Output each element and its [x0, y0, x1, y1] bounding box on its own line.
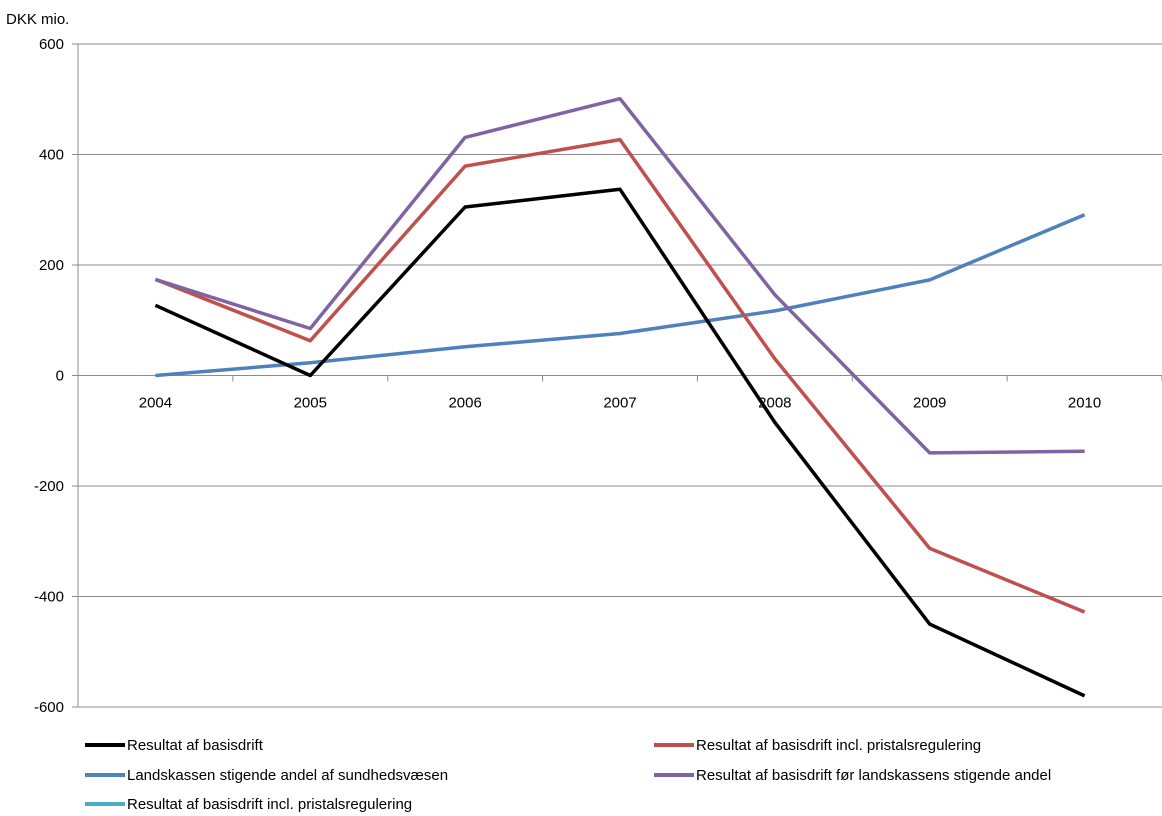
x-tick-label: 2009 [913, 395, 946, 412]
series-line [154, 137, 1086, 614]
y-tick-label: 200 [39, 257, 64, 274]
legend-entry: Resultat af basisdrift incl. pristalsreg… [85, 796, 412, 813]
y-tick-labels: 600 400 200 0 -200 -400 -600 [34, 36, 64, 716]
series-line [154, 187, 1086, 698]
x-tick-label: 2005 [294, 395, 327, 412]
series-line [154, 96, 1085, 455]
x-tick-label: 2007 [603, 395, 636, 412]
series-line [155, 213, 1086, 378]
legend-label: Resultat af basisdrift [127, 737, 264, 754]
legend-entry: Resultat af basisdrift før landskassens … [654, 767, 1051, 784]
legend-label: Resultat af basisdrift incl. pristalsreg… [127, 796, 412, 813]
x-tick-labels: 2004 2005 2006 2007 2008 2009 2010 [139, 395, 1102, 412]
gridlines [78, 43, 1162, 708]
y-tick-label: 0 [56, 368, 64, 385]
legend-entry: Resultat af basisdrift incl. pristalsreg… [654, 737, 981, 754]
legend-label: Resultat af basisdrift før landskassens … [696, 767, 1051, 784]
legend-label: Resultat af basisdrift incl. pristalsreg… [696, 737, 981, 754]
x-tick-label: 2010 [1068, 395, 1101, 412]
legend-label: Landskassen stigende andel af sundhedsvæ… [127, 767, 448, 784]
axes [72, 43, 1162, 708]
x-tick-label: 2006 [448, 395, 481, 412]
y-tick-label: 400 [39, 147, 64, 164]
y-tick-label: 600 [39, 36, 64, 53]
y-axis-unit-label: DKK mio. [6, 11, 69, 28]
y-tick-label: -400 [34, 589, 64, 606]
legend-entry: Resultat af basisdrift [85, 737, 264, 754]
y-tick-label: -200 [34, 478, 64, 495]
legend: Resultat af basisdrift Resultat af basisd… [85, 737, 1051, 813]
y-tick-label: -600 [34, 699, 64, 716]
legend-entry: Landskassen stigende andel af sundhedsvæ… [85, 767, 448, 784]
x-tick-label: 2004 [139, 395, 172, 412]
series-lines [154, 96, 1086, 698]
